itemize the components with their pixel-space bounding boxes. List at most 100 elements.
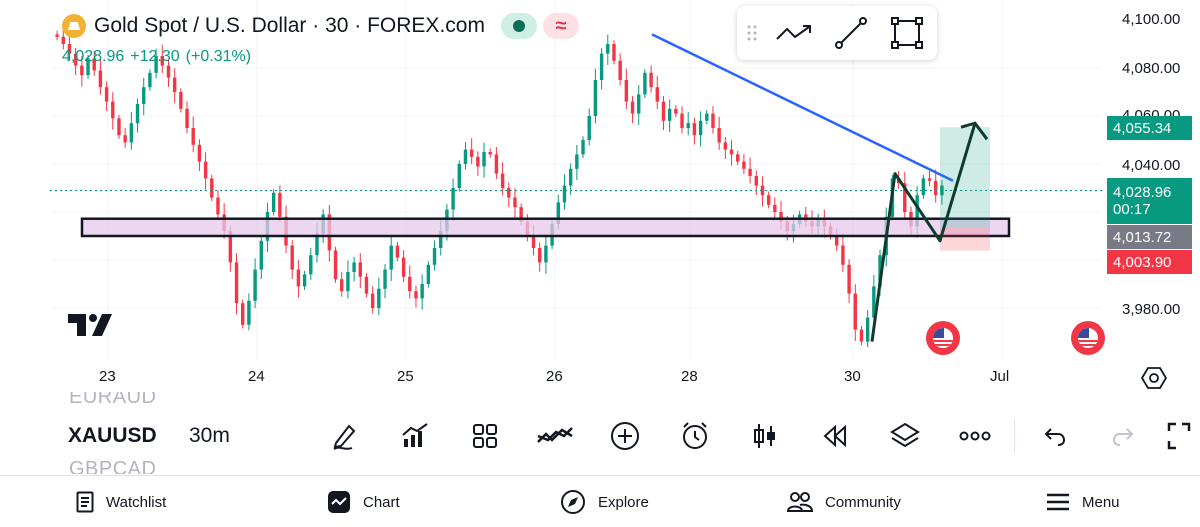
menu-icon <box>1047 493 1069 511</box>
candle <box>680 113 684 128</box>
redo-icon[interactable] <box>1089 414 1159 458</box>
symbol-header[interactable]: Gold Spot / U.S. Dollar · 30 · FOREX.com… <box>62 12 579 40</box>
rectangle-icon[interactable] <box>879 6 935 60</box>
candle <box>779 212 783 222</box>
us-flag-event-icon[interactable] <box>926 321 960 355</box>
line-icon[interactable] <box>823 6 879 60</box>
candle <box>507 188 511 198</box>
candle <box>432 248 437 265</box>
candle <box>593 80 598 116</box>
support-zone-rectangle <box>80 217 1011 238</box>
current-price-value: 4,028.96 <box>1113 184 1172 201</box>
compare-icon[interactable] <box>520 414 590 458</box>
chart-area[interactable]: Gold Spot / U.S. Dollar · 30 · FOREX.com… <box>0 0 1200 395</box>
symbol-picker-previous[interactable]: EURAUD <box>69 392 157 408</box>
candle <box>271 192 276 212</box>
price-chart[interactable] <box>0 0 1200 395</box>
community-icon <box>787 492 813 512</box>
alert-clock-icon[interactable] <box>660 414 730 458</box>
tab-menu[interactable]: Menu <box>1046 489 1120 515</box>
drag-handle-icon[interactable] <box>737 6 767 60</box>
more-icon[interactable] <box>940 414 1010 458</box>
candle <box>476 156 480 167</box>
trend-path-icon[interactable] <box>767 6 823 60</box>
active-symbol[interactable]: XAUUSD <box>68 424 157 447</box>
candle <box>865 317 870 342</box>
candle <box>86 58 90 76</box>
candle <box>296 269 301 287</box>
candle <box>661 101 666 121</box>
candle <box>872 286 876 318</box>
replay-icon[interactable] <box>800 414 870 458</box>
candle <box>426 264 431 284</box>
candle <box>73 53 78 66</box>
time-axis-label: Jul <box>990 368 1010 385</box>
indicators-icon[interactable] <box>380 414 450 458</box>
candle <box>210 178 214 198</box>
candle <box>346 272 350 292</box>
market-status[interactable]: ≈ <box>500 13 579 39</box>
candle <box>160 56 164 66</box>
candle <box>488 152 492 155</box>
candle <box>754 176 758 186</box>
candles-icon[interactable] <box>730 414 800 458</box>
candle <box>92 58 96 71</box>
layers-icon[interactable] <box>870 414 940 458</box>
us-flag-event-icon[interactable] <box>1071 321 1105 355</box>
candle <box>667 108 672 121</box>
time-axis-label: 30 <box>844 368 861 385</box>
candle <box>469 149 474 157</box>
time-axis-label: 28 <box>681 368 698 385</box>
candle <box>197 144 202 162</box>
candle <box>333 250 338 280</box>
candle <box>587 116 591 140</box>
candle <box>766 195 771 205</box>
gold-icon <box>62 14 86 38</box>
chart-toolbar[interactable] <box>310 414 1199 458</box>
candle <box>104 87 109 102</box>
candle <box>179 92 183 109</box>
candle <box>581 140 585 155</box>
tab-label: Explore <box>598 493 649 511</box>
candle <box>637 94 641 114</box>
layout-grid-icon[interactable] <box>450 414 520 458</box>
interval-selector[interactable]: 30m <box>189 424 230 447</box>
candle <box>618 60 622 80</box>
symbol-title[interactable]: Gold Spot / U.S. Dollar · 30 · FOREX.com <box>94 14 485 37</box>
undo-icon[interactable] <box>1019 414 1089 458</box>
fullscreen-icon[interactable] <box>1159 414 1199 458</box>
candle <box>154 56 158 73</box>
symbol-picker-next[interactable]: GBPCAD <box>69 458 157 474</box>
time-axis-label: 24 <box>248 368 265 385</box>
candle <box>736 154 740 162</box>
candle <box>414 291 418 299</box>
price-info: 4,028.96 +12.30 (+0.31%) <box>62 48 251 66</box>
time-axis-label: 23 <box>99 368 116 385</box>
add-icon[interactable] <box>590 414 660 458</box>
candle <box>228 231 233 263</box>
drawing-toolbar[interactable] <box>737 6 937 60</box>
candle <box>352 262 356 272</box>
candle <box>309 255 313 275</box>
tab-chart[interactable]: Chart <box>327 489 400 515</box>
candle <box>575 154 579 169</box>
tab-explore[interactable]: Explore <box>560 489 649 515</box>
candles <box>55 29 944 348</box>
candle <box>185 108 189 128</box>
price-change-percent: (+0.31%) <box>185 48 252 65</box>
candle <box>290 245 294 270</box>
drawings[interactable] <box>50 33 1105 342</box>
tab-community[interactable]: Community <box>787 489 901 515</box>
candle <box>705 113 709 121</box>
tab-watchlist[interactable]: Watchlist <box>76 489 166 515</box>
candle <box>408 276 412 292</box>
brush-icon[interactable] <box>310 414 380 458</box>
chart-settings-icon[interactable] <box>1140 364 1168 392</box>
bottom-navigation[interactable]: Watchlist Chart Explore Community Menu <box>0 475 1200 527</box>
candle <box>835 236 839 246</box>
candle <box>203 161 208 179</box>
candle <box>129 123 134 143</box>
candle <box>674 108 678 114</box>
candle <box>599 53 604 80</box>
projection-path <box>870 122 977 342</box>
